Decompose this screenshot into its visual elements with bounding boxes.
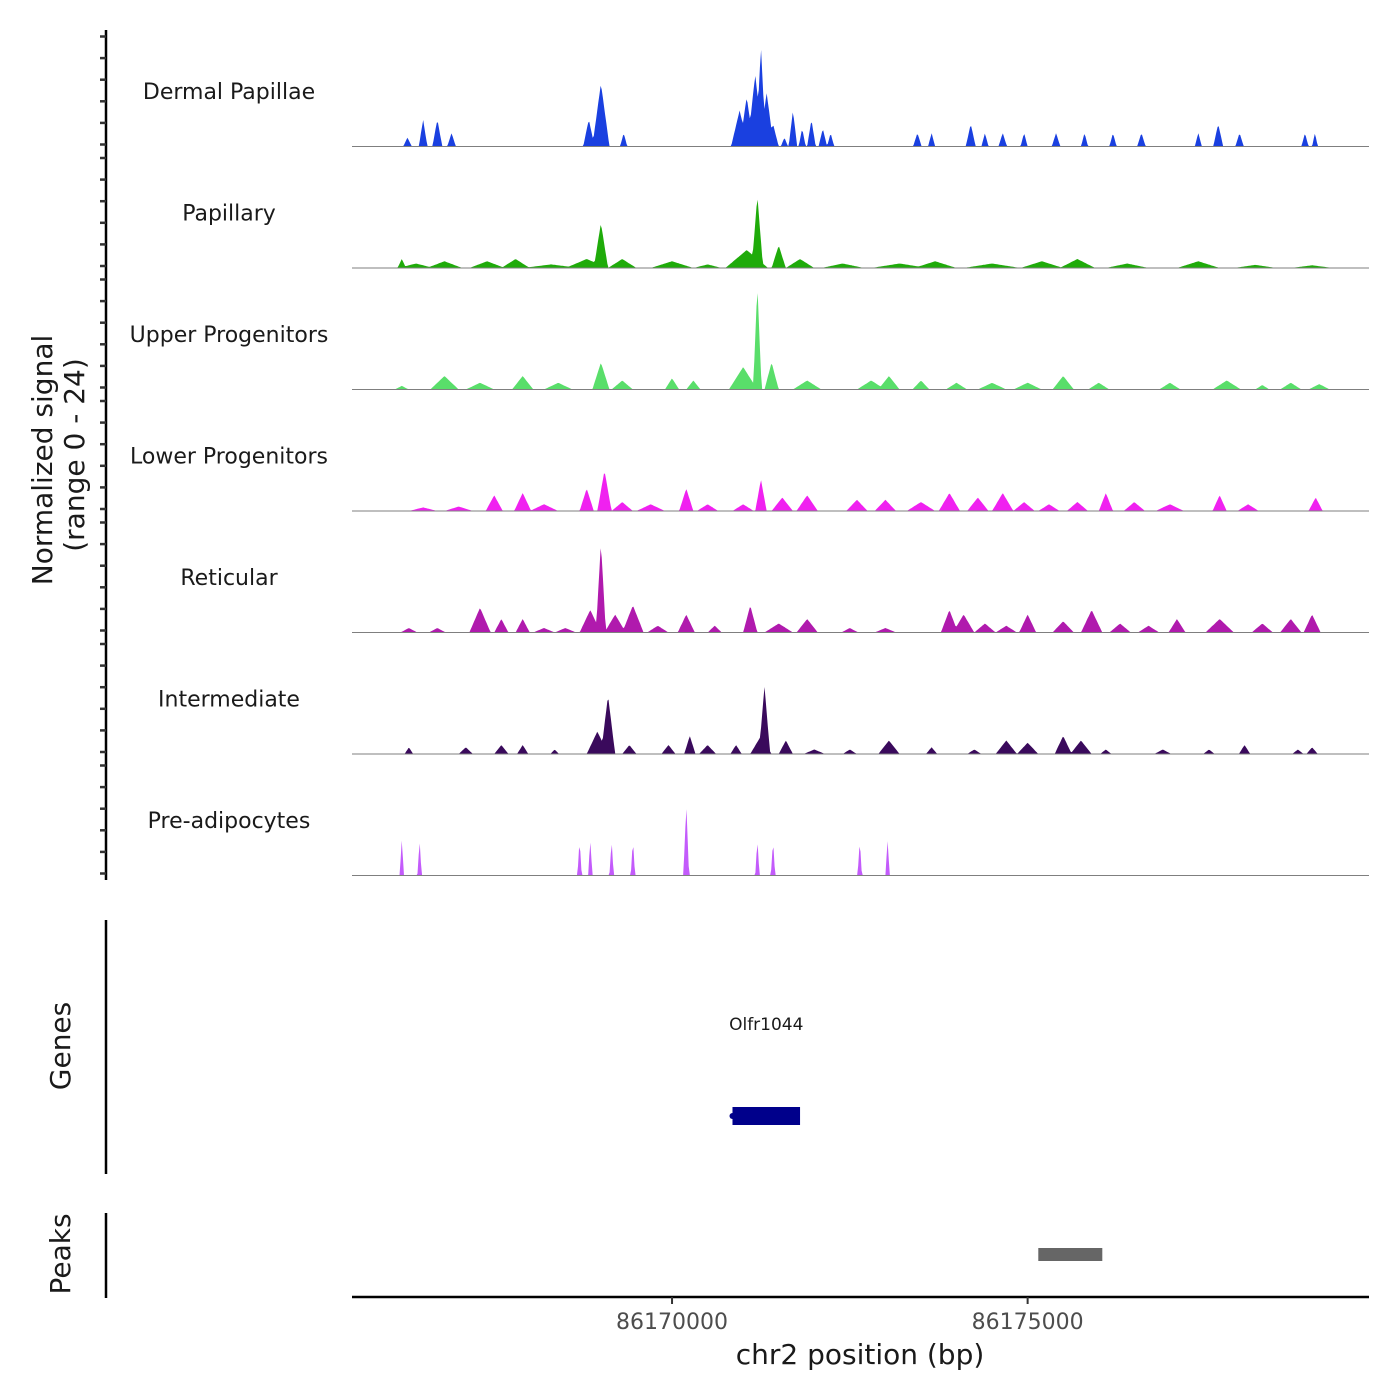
signal-area-intermediate — [352, 687, 1369, 754]
y-axis-title-line2: (range 0 - 24) — [58, 358, 91, 552]
signal-area-papillary — [352, 199, 1369, 268]
track-label-lower-progenitors: Lower Progenitors — [130, 445, 328, 470]
peaks-panel-title: Peaks — [44, 1213, 77, 1294]
signal-area-reticular — [352, 548, 1369, 633]
signal-area-upper-progenitors — [352, 293, 1369, 390]
signal-axis-ticks — [100, 35, 106, 875]
peak-region-bar — [1038, 1248, 1103, 1261]
x-axis-tick-label: 86170000 — [616, 1310, 728, 1335]
x-axis-title: chr2 position (bp) — [736, 1338, 985, 1371]
track-label-intermediate: Intermediate — [158, 688, 300, 713]
y-axis-title-line1: Normalized signal — [26, 335, 59, 586]
signal-area-pre-adipocytes — [352, 809, 1369, 876]
genes-panel-title: Genes — [44, 1002, 77, 1090]
track-label-dermal-papillae: Dermal Papillae — [143, 80, 315, 105]
gene-bar-olfr1044 — [732, 1107, 801, 1125]
track-label-reticular: Reticular — [180, 566, 278, 591]
gene-label-olfr1044: Olfr1044 — [729, 1015, 803, 1035]
x-axis-tick-label: 86175000 — [972, 1310, 1084, 1335]
track-label-papillary: Papillary — [182, 202, 276, 227]
x-axis-ticks: 86170000 86175000 — [616, 1297, 1084, 1335]
signal-area-dermal-papillae — [352, 50, 1369, 147]
gene-strand-marker — [729, 1113, 736, 1119]
track-label-pre-adipocytes: Pre-adipocytes — [148, 809, 311, 834]
track-labels: Dermal Papillae Papillary Upper Progenitor… — [130, 80, 329, 834]
track-label-upper-progenitors: Upper Progenitors — [130, 323, 329, 348]
signal-area-lower-progenitors — [352, 473, 1369, 511]
signal-tracks — [352, 50, 1369, 876]
